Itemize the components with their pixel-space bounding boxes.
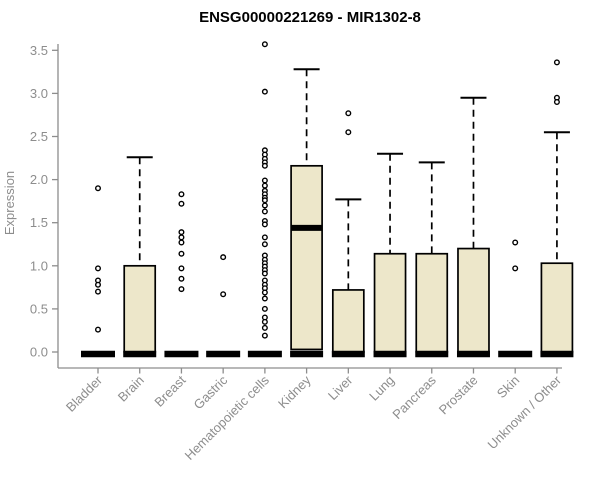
iqr-box [123,264,157,353]
outlier-point [261,41,268,48]
outlier-point [261,241,268,248]
zero-bar [415,350,449,358]
y-tick-label: 3.5 [30,43,48,58]
outlier-point [553,59,560,66]
outlier-point [261,177,268,184]
outlier-point [220,291,227,298]
outlier-point [178,265,185,272]
outlier-point [261,305,268,312]
zero-bar [540,350,574,358]
zero-bar [456,350,490,358]
zero-bar [206,350,241,358]
outlier-point [261,202,268,209]
outlier-point [178,250,185,257]
x-category-label: Prostate [436,373,481,418]
outlier-point [261,295,268,302]
outlier-point [178,191,185,198]
zero-bar [123,350,157,358]
outlier-point [261,197,268,204]
outlier-point [345,129,352,136]
median-line [291,224,323,231]
iqr-box [415,252,449,353]
iqr-box [331,289,365,353]
outlier-point [261,234,268,241]
outlier-point [261,88,268,95]
zero-bar [331,350,365,358]
outlier-point [512,265,519,272]
chart-title: ENSG00000221269 - MIR1302-8 [199,9,421,26]
x-category-label: Liver [325,372,356,403]
x-category-label: Bladder [63,372,106,415]
outlier-point [261,208,268,215]
zero-bar [373,350,407,358]
outlier-point [94,288,101,295]
x-category-label: Breast [151,372,188,409]
x-category-label: Skin [494,373,522,401]
outlier-point [178,229,185,236]
outlier-point [261,324,268,331]
y-tick-label: 1.5 [30,215,48,230]
outlier-point [261,162,268,169]
outlier-point [220,254,227,261]
outlier-point [345,110,352,117]
outlier-point [512,239,519,246]
y-tick-label: 0.0 [30,345,48,360]
outlier-point [553,99,560,106]
outlier-point [178,239,185,246]
outlier-point [178,200,185,207]
y-tick-label: 3.0 [30,86,48,101]
outlier-point [94,326,101,333]
x-category-label: Unknown / Other [484,372,564,452]
y-tick-label: 2.0 [30,172,48,187]
outlier-point [261,318,268,325]
iqr-box [290,164,323,351]
iqr-box [373,252,407,353]
zero-bar [498,350,533,358]
y-tick-label: 2.5 [30,129,48,144]
outlier-point [94,281,101,288]
outlier-point [94,185,101,192]
iqr-box [540,262,574,353]
outlier-point [94,265,101,272]
y-tick-label: 1.0 [30,258,48,273]
x-category-label: Kidney [275,372,314,411]
zero-bar [290,350,324,358]
zero-bar [247,350,282,358]
outlier-point [261,270,268,277]
outlier-point [261,289,268,296]
outlier-point [261,221,268,228]
outlier-point [178,275,185,282]
outlier-point [261,332,268,339]
iqr-box [457,247,490,353]
outlier-point [261,182,268,189]
x-category-label: Brain [115,373,147,405]
y-axis-label: Expression [2,171,17,235]
plot-area: 0.0 0.5 1.0 1.5 2.0 2.5 3.0 3.5 Bladder Brain Brea… [30,41,574,463]
outlier-point [178,286,185,293]
x-category-label: Pancreas [389,372,439,422]
x-category-label: Lung [366,373,397,404]
zero-bar [164,350,199,358]
zero-bar [81,350,115,358]
outlier-point [178,234,185,241]
y-tick-label: 0.5 [30,301,48,316]
x-category-label: Gastric [191,372,231,412]
